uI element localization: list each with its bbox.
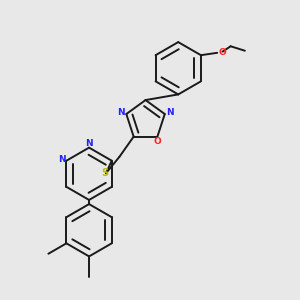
Text: N: N <box>58 155 66 164</box>
Text: N: N <box>85 139 92 148</box>
Text: N: N <box>117 108 125 117</box>
Text: N: N <box>166 108 174 117</box>
Text: O: O <box>154 137 161 146</box>
Text: S: S <box>102 168 109 178</box>
Text: O: O <box>218 48 226 57</box>
